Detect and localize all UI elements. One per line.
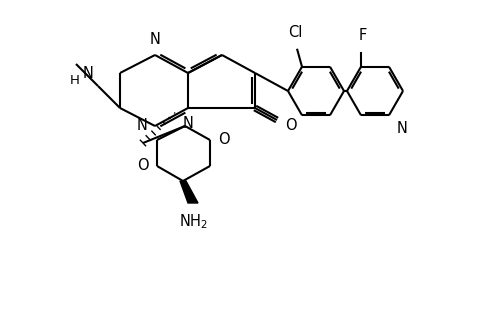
Text: N: N (150, 32, 160, 47)
Polygon shape (180, 181, 198, 203)
Text: NH$_2$: NH$_2$ (178, 212, 208, 231)
Text: N: N (82, 67, 94, 82)
Text: N: N (136, 119, 147, 133)
Text: O: O (218, 132, 230, 148)
Text: F: F (359, 28, 367, 43)
Text: H: H (70, 74, 80, 86)
Text: O: O (138, 159, 149, 173)
Text: O: O (285, 118, 296, 132)
Text: N: N (397, 121, 408, 136)
Text: N: N (182, 116, 194, 131)
Text: Cl: Cl (288, 25, 302, 40)
